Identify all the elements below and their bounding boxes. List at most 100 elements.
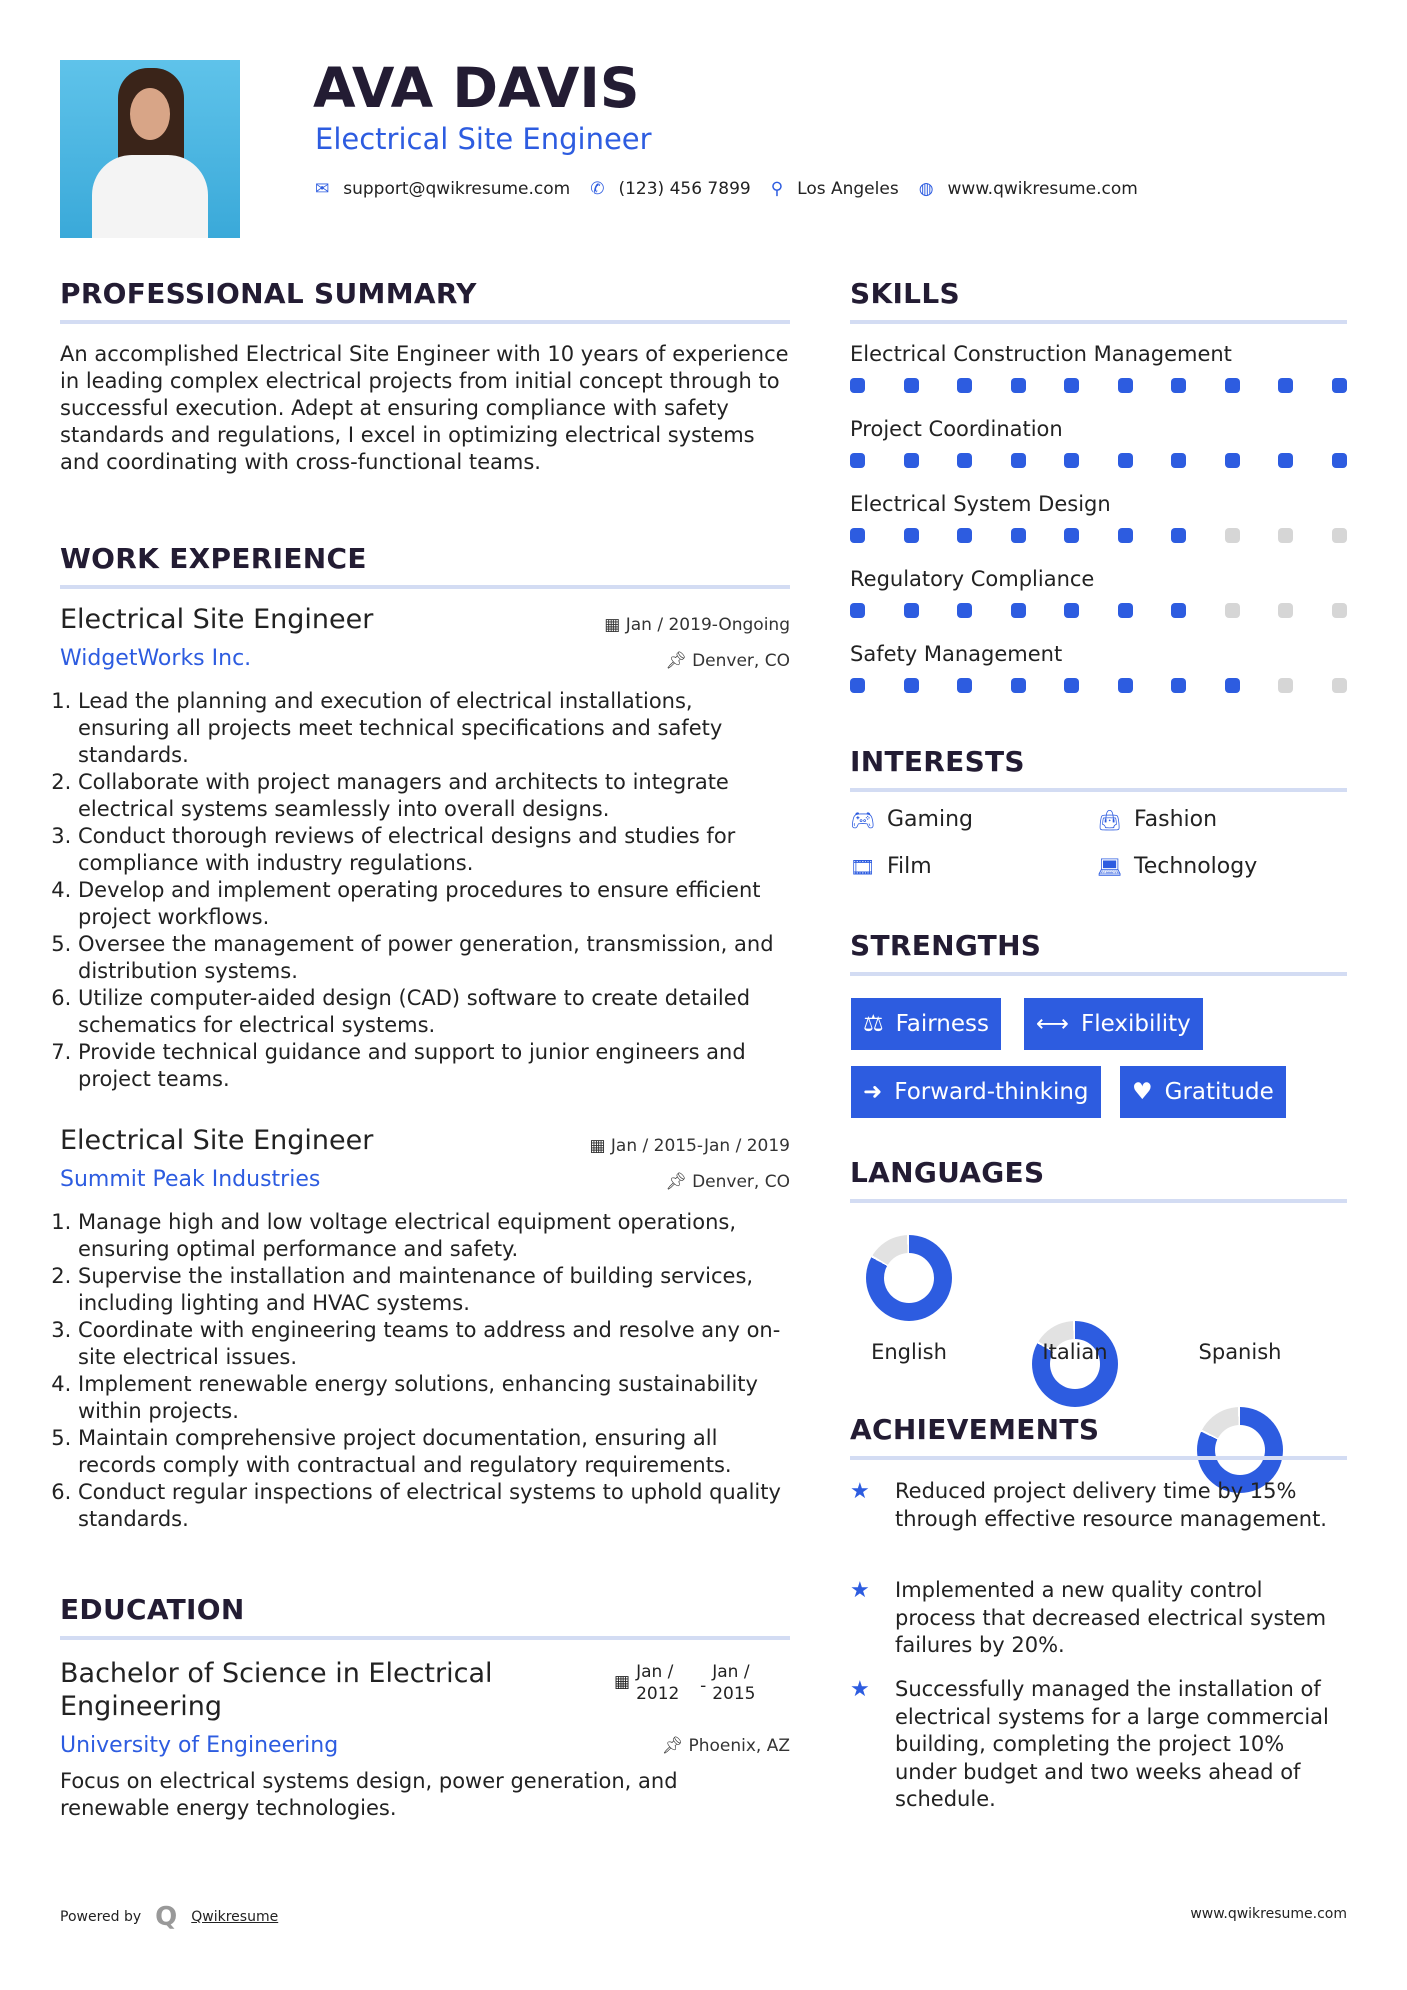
job-responsibilities: Manage high and low voltage electrical e… xyxy=(60,1209,790,1533)
rating-dot-filled xyxy=(903,603,919,618)
rating-dot-filled xyxy=(1064,528,1080,543)
list-item: Lead the planning and execution of elect… xyxy=(78,688,790,769)
rating-dot-filled xyxy=(1331,378,1347,393)
globe-icon: ◍ xyxy=(918,179,934,199)
section-divider xyxy=(850,320,1347,324)
skill-name: Project Coordination xyxy=(850,417,1063,441)
skill-name: Electrical Construction Management xyxy=(850,342,1232,366)
rating-dot-filled xyxy=(1224,453,1240,468)
candidate-title: Electrical Site Engineer xyxy=(315,122,652,156)
interest-film: 🎞︎ Film xyxy=(850,854,932,879)
skill-rating xyxy=(850,603,1347,618)
interest-fashion: 👜︎ Fashion xyxy=(1097,807,1218,832)
language-label: English xyxy=(871,1340,947,1364)
summary-text: An accomplished Electrical Site Engineer… xyxy=(60,342,789,474)
list-item: Conduct thorough reviews of electrical d… xyxy=(78,823,790,877)
rating-dot-empty xyxy=(1331,603,1347,618)
section-divider xyxy=(850,788,1347,792)
language-proficiency-donut xyxy=(1032,1321,1118,1407)
profile-photo xyxy=(60,60,240,238)
job-title: Electrical Site Engineer xyxy=(60,604,374,635)
rating-dot-empty xyxy=(1278,678,1294,693)
rating-dot-filled xyxy=(1064,378,1080,393)
languages-list: English Italian Spanish xyxy=(0,0,1283,1493)
languages-heading: LANGUAGES xyxy=(850,1156,1045,1189)
section-divider xyxy=(60,1636,790,1640)
skill-name: Electrical System Design xyxy=(850,492,1111,516)
film-icon: 🎞︎ xyxy=(850,854,876,879)
contact-website[interactable]: www.qwikresume.com xyxy=(947,179,1138,199)
skill-item: Project Coordination xyxy=(850,417,1347,492)
rating-dot-filled xyxy=(1117,528,1133,543)
rating-dot-filled xyxy=(1010,678,1026,693)
strength-flexibility: ⟷ Flexibility xyxy=(1024,998,1203,1050)
qwikresume-link[interactable]: Qwikresume xyxy=(191,1909,279,1925)
list-item: Implement renewable energy solutions, en… xyxy=(78,1371,790,1425)
calendar-icon: ▦ xyxy=(614,1672,631,1692)
rating-dot-filled xyxy=(903,378,919,393)
rating-dot-empty xyxy=(1278,603,1294,618)
list-item: Supervise the installation and maintenan… xyxy=(78,1263,790,1317)
rating-dot-filled xyxy=(1010,378,1026,393)
achievements-heading: ACHIEVEMENTS xyxy=(850,1413,1100,1446)
list-item: Conduct regular inspections of electrica… xyxy=(78,1479,790,1533)
skill-name: Safety Management xyxy=(850,642,1063,666)
skills-list: Electrical Construction Management Projec… xyxy=(850,342,1347,717)
contact-phone[interactable]: (123) 456 7899 xyxy=(618,179,751,199)
list-item: Manage high and low voltage electrical e… xyxy=(78,1209,790,1263)
section-divider xyxy=(60,585,790,589)
rating-dot-filled xyxy=(1171,603,1187,618)
list-item: Coordinate with engineering teams to add… xyxy=(78,1317,790,1371)
rating-dot-filled xyxy=(957,453,973,468)
education-description: Focus on electrical systems design, powe… xyxy=(60,1769,678,1820)
rating-dot-empty xyxy=(1278,528,1294,543)
strength-fairness: ⚖ Fairness xyxy=(851,998,1001,1050)
job-location: 📌︎ Denver, CO xyxy=(665,651,790,671)
rating-dot-filled xyxy=(1117,453,1133,468)
contact-email[interactable]: support@qwikresume.com xyxy=(343,179,571,199)
list-item: Develop and implement operating procedur… xyxy=(78,877,790,931)
rating-dot-filled xyxy=(1171,678,1187,693)
rating-dot-filled xyxy=(1117,603,1133,618)
strengths-heading: STRENGTHS xyxy=(850,929,1042,962)
experience-heading: WORK EXPERIENCE xyxy=(60,542,367,575)
rating-dot-filled xyxy=(1117,678,1133,693)
list-item: Oversee the management of power generati… xyxy=(78,931,790,985)
rating-dot-filled xyxy=(957,678,973,693)
rating-dot-filled xyxy=(1171,378,1187,393)
list-item: Provide technical guidance and support t… xyxy=(78,1039,790,1093)
skill-rating xyxy=(850,678,1347,693)
rating-dot-filled xyxy=(1224,678,1240,693)
job-date: ▦ Jan / 2019-Ongoing xyxy=(604,615,790,635)
rating-dot-filled xyxy=(957,603,973,618)
achievement-item: ★ Reduced project delivery time by 15% th… xyxy=(850,1478,1330,1533)
rating-dot-filled xyxy=(850,603,865,618)
rating-dot-filled xyxy=(1171,528,1187,543)
job-location: 📌︎ Denver, CO xyxy=(665,1172,790,1192)
job-responsibilities: Lead the planning and execution of elect… xyxy=(60,688,790,1093)
footer-url[interactable]: www.qwikresume.com xyxy=(1190,1906,1347,1922)
education-location: 📌︎ Phoenix, AZ xyxy=(661,1736,790,1756)
calendar-icon: ▦ xyxy=(604,615,626,635)
pin-icon: 📌︎ xyxy=(665,651,693,671)
skills-heading: SKILLS xyxy=(850,277,960,310)
rating-dot-filled xyxy=(1278,453,1294,468)
skill-item: Safety Management xyxy=(850,642,1347,717)
shopping-bag-icon: 👜︎ xyxy=(1097,807,1123,832)
envelope-icon: ✉ xyxy=(315,179,330,199)
skill-item: Electrical Construction Management xyxy=(850,342,1347,417)
rating-dot-filled xyxy=(1331,453,1347,468)
arrows-horizontal-icon: ⟷ xyxy=(1036,1011,1069,1037)
job-date: ▦ Jan / 2015-Jan / 2019 xyxy=(589,1136,790,1156)
summary-heading: PROFESSIONAL SUMMARY xyxy=(60,277,477,310)
language-proficiency-donut xyxy=(866,1235,952,1321)
phone-icon: ✆ xyxy=(590,179,605,199)
star-icon: ★ xyxy=(850,1479,870,1504)
footer-powered-by: Powered by Q Qwikresume xyxy=(60,1902,279,1932)
company-name: WidgetWorks Inc. xyxy=(60,646,252,671)
contact-row: ✉ support@qwikresume.com ✆ (123) 456 7899 … xyxy=(315,179,1158,199)
rating-dot-filled xyxy=(903,528,919,543)
rating-dot-filled xyxy=(1117,378,1133,393)
list-item: Maintain comprehensive project documenta… xyxy=(78,1425,790,1479)
list-item: Utilize computer-aided design (CAD) soft… xyxy=(78,985,790,1039)
